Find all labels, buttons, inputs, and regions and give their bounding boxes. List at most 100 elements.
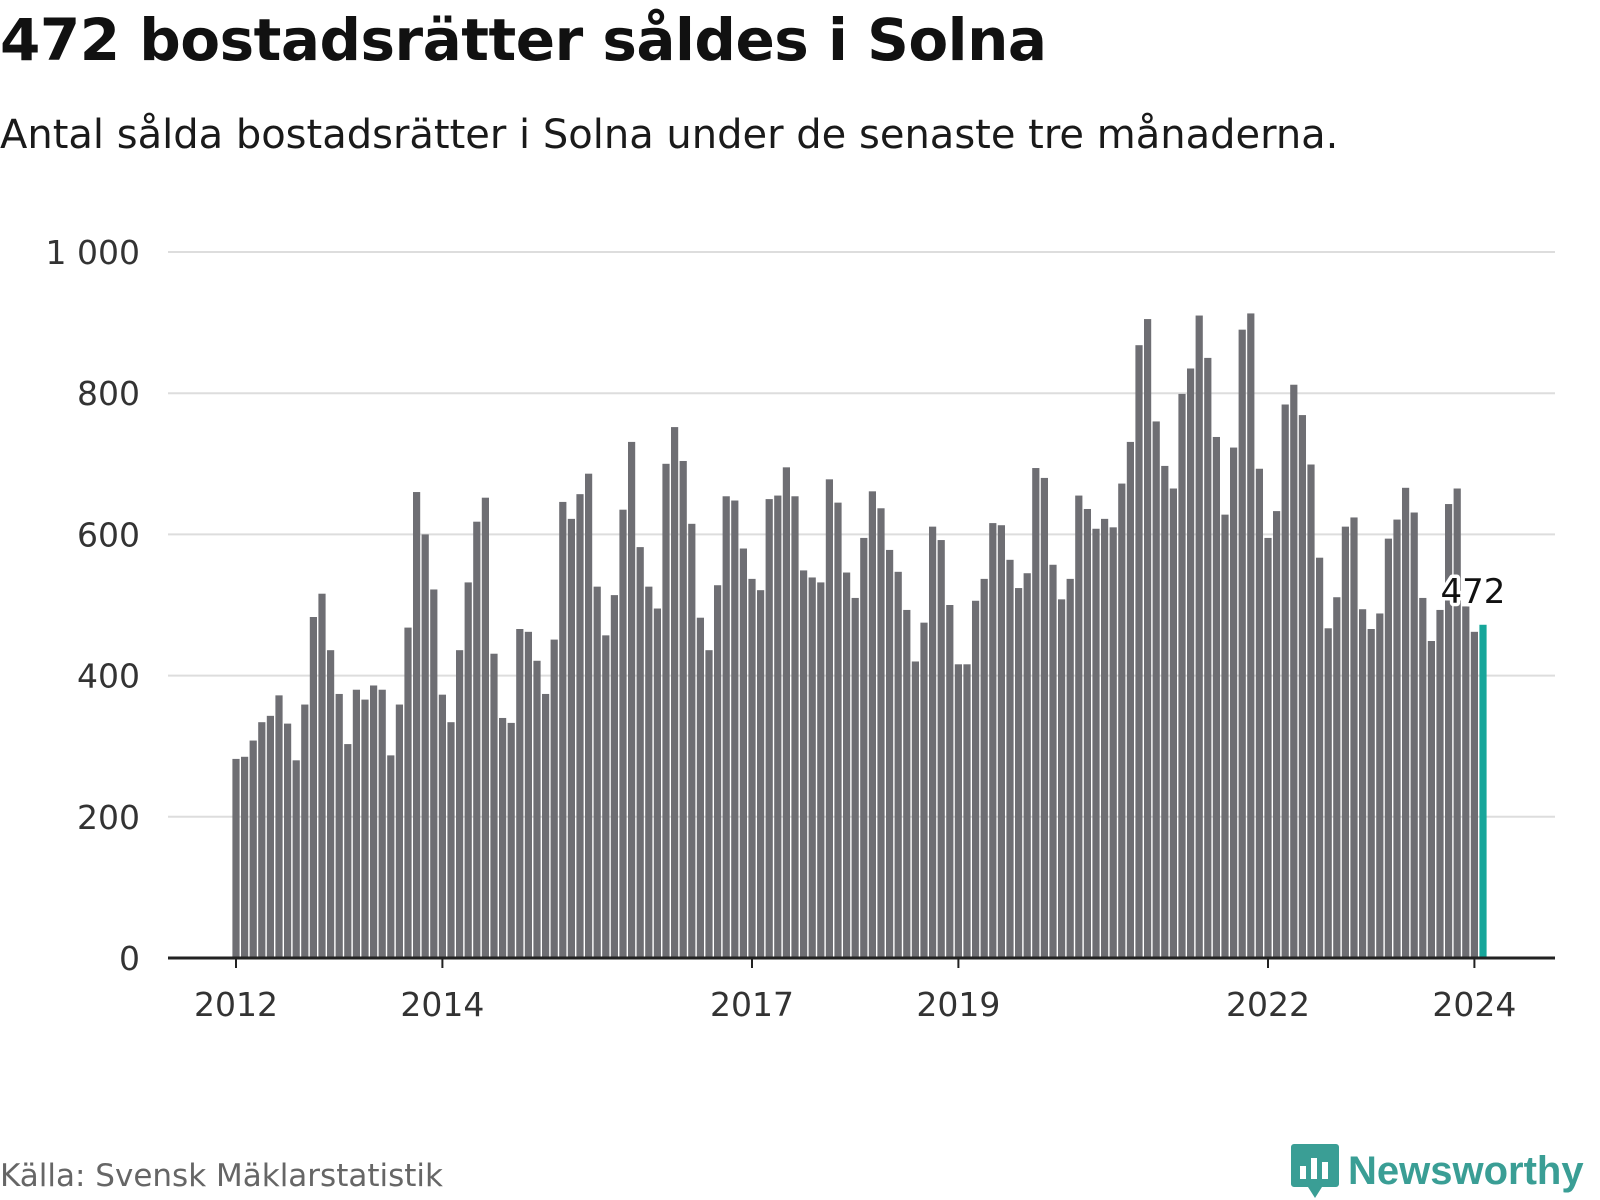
brand-logo[interactable]: Newsworthy — [1290, 1142, 1584, 1200]
bar — [1212, 436, 1220, 958]
bar — [1040, 477, 1048, 958]
bar — [370, 685, 378, 958]
bar — [516, 629, 524, 958]
bar — [481, 497, 489, 958]
bar-highlight — [1479, 624, 1487, 958]
source-note: Källa: Svensk Mäklarstatistik — [0, 1158, 443, 1194]
bar — [1178, 393, 1186, 958]
bar — [671, 427, 679, 958]
bar — [1221, 514, 1229, 958]
bar — [1083, 508, 1091, 958]
bar — [1470, 631, 1478, 958]
bar — [378, 689, 386, 958]
bar — [1316, 557, 1324, 958]
bar — [877, 508, 885, 958]
bar — [559, 501, 567, 958]
bar — [1230, 447, 1238, 958]
bar — [318, 593, 326, 958]
bar — [1101, 518, 1109, 958]
bar — [610, 595, 618, 958]
bar — [619, 509, 627, 958]
bar — [1006, 559, 1014, 958]
annotation: 472 — [1437, 568, 1509, 615]
bar — [774, 495, 782, 958]
bar — [920, 622, 928, 958]
bar — [567, 518, 575, 958]
bar — [1023, 573, 1031, 958]
bar — [748, 578, 756, 958]
bar — [456, 650, 464, 958]
bar — [275, 695, 283, 958]
bar — [550, 639, 558, 958]
bar — [241, 756, 249, 958]
x-tick-label: 2024 — [1432, 985, 1516, 1024]
bar — [1049, 564, 1057, 958]
bar — [576, 494, 584, 958]
bar — [739, 548, 747, 958]
x-tick-label: 2012 — [194, 985, 278, 1024]
bar — [860, 537, 868, 958]
bar — [868, 491, 876, 958]
bar — [1453, 488, 1461, 958]
bar — [954, 664, 962, 958]
bar — [929, 526, 937, 958]
bar — [1032, 468, 1040, 958]
y-tick-label: 200 — [77, 798, 140, 837]
chart-subtitle: Antal sålda bostadsrätter i Solna under … — [0, 112, 1339, 158]
bar — [782, 467, 790, 958]
bar — [542, 693, 550, 958]
bar — [387, 755, 395, 958]
bar — [791, 496, 799, 958]
bar — [653, 608, 661, 958]
bar — [404, 627, 412, 958]
bar — [731, 500, 739, 958]
bar — [817, 582, 825, 958]
bar — [894, 571, 902, 958]
bar — [1307, 464, 1315, 958]
bar — [266, 715, 274, 958]
bar — [335, 693, 343, 958]
bar — [1092, 528, 1100, 958]
bar — [1195, 315, 1203, 958]
bar — [438, 694, 446, 958]
bar — [636, 547, 644, 958]
bar — [1273, 511, 1281, 958]
bar — [757, 590, 765, 958]
bar — [1410, 512, 1418, 958]
bar — [1290, 384, 1298, 958]
bar — [1058, 599, 1066, 958]
bar — [1445, 504, 1453, 958]
bar — [327, 650, 335, 958]
bar — [1247, 313, 1255, 958]
bar — [808, 577, 816, 958]
bar — [490, 653, 498, 958]
bar — [679, 460, 687, 958]
bar — [1462, 606, 1470, 958]
bar — [533, 660, 541, 958]
x-tick-label: 2019 — [916, 985, 1000, 1024]
bar — [980, 578, 988, 958]
bar — [688, 523, 696, 958]
bar — [344, 744, 352, 958]
bar — [714, 585, 722, 958]
y-tick-label: 800 — [77, 374, 140, 413]
y-tick-label: 0 — [119, 939, 140, 978]
value-annotation: 472 — [1441, 572, 1506, 612]
bar — [1376, 613, 1384, 958]
bar — [765, 499, 773, 958]
bar — [284, 723, 292, 958]
bar — [1298, 415, 1306, 958]
bar — [473, 521, 481, 958]
bar — [1281, 404, 1289, 959]
bar — [309, 617, 317, 958]
bar — [1135, 345, 1143, 958]
bar — [903, 609, 911, 958]
bar — [696, 617, 704, 958]
bars — [232, 313, 1487, 959]
bar — [1066, 578, 1074, 958]
bar — [413, 492, 421, 958]
bar — [1419, 597, 1427, 958]
bar — [1427, 641, 1435, 958]
bar — [989, 523, 997, 958]
bar — [1126, 441, 1134, 958]
